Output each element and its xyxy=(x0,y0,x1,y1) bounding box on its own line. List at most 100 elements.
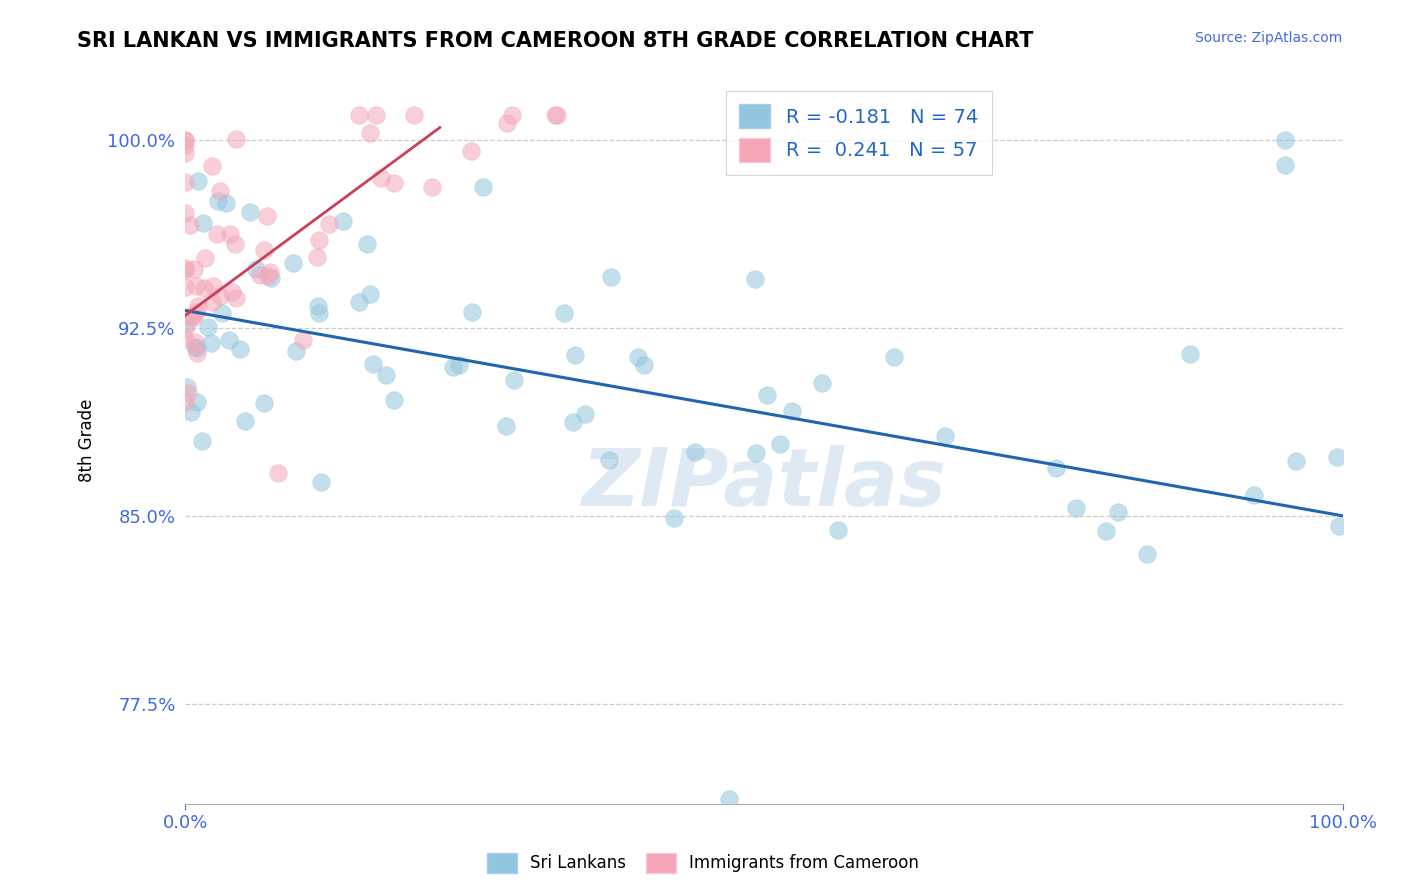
Point xyxy=(460,144,482,158)
Point xyxy=(267,467,290,481)
Point xyxy=(179,219,201,233)
Point xyxy=(361,358,384,372)
Point xyxy=(253,243,276,257)
Point xyxy=(744,446,766,460)
Point xyxy=(780,403,803,417)
Point xyxy=(281,256,304,270)
Point xyxy=(472,180,495,194)
Point xyxy=(1136,547,1159,561)
Point xyxy=(193,281,215,295)
Legend: R = -0.181   N = 74, R =  0.241   N = 57: R = -0.181 N = 74, R = 0.241 N = 57 xyxy=(725,91,991,175)
Point xyxy=(174,280,197,294)
Point xyxy=(685,444,707,458)
Point xyxy=(201,295,224,310)
Point xyxy=(349,108,371,122)
Point xyxy=(768,437,790,451)
Point xyxy=(186,279,208,293)
Point xyxy=(191,216,214,230)
Point xyxy=(1180,347,1202,361)
Point xyxy=(186,305,208,319)
Point xyxy=(598,453,620,467)
Point xyxy=(546,108,568,122)
Point xyxy=(382,392,405,407)
Point xyxy=(174,133,197,147)
Point xyxy=(197,320,219,334)
Point xyxy=(564,348,586,362)
Point xyxy=(633,359,655,373)
Point xyxy=(811,376,834,390)
Point xyxy=(194,251,217,265)
Point xyxy=(502,373,524,387)
Point xyxy=(356,236,378,251)
Legend: Sri Lankans, Immigrants from Cameroon: Sri Lankans, Immigrants from Cameroon xyxy=(479,847,927,880)
Point xyxy=(174,261,197,276)
Point xyxy=(382,177,405,191)
Point xyxy=(461,305,484,319)
Point xyxy=(755,387,778,401)
Point xyxy=(285,343,308,358)
Text: ZIPatlas: ZIPatlas xyxy=(582,445,946,524)
Point xyxy=(562,415,585,429)
Point xyxy=(359,126,381,140)
Point xyxy=(225,292,247,306)
Point xyxy=(574,407,596,421)
Point xyxy=(307,299,329,313)
Point xyxy=(1274,158,1296,172)
Point xyxy=(718,792,741,806)
Point xyxy=(181,309,204,323)
Point xyxy=(191,434,214,448)
Point xyxy=(253,396,276,410)
Point xyxy=(1274,133,1296,147)
Point xyxy=(370,171,392,186)
Point xyxy=(305,250,328,264)
Point xyxy=(174,145,197,160)
Point xyxy=(239,204,262,219)
Point xyxy=(934,428,956,442)
Point xyxy=(375,368,398,383)
Point xyxy=(235,414,257,428)
Point xyxy=(309,475,332,489)
Point xyxy=(359,287,381,301)
Point xyxy=(495,116,517,130)
Point xyxy=(174,322,197,336)
Point xyxy=(176,380,198,394)
Text: SRI LANKAN VS IMMIGRANTS FROM CAMEROON 8TH GRADE CORRELATION CHART: SRI LANKAN VS IMMIGRANTS FROM CAMEROON 8… xyxy=(77,31,1033,51)
Point xyxy=(224,236,246,251)
Point xyxy=(1107,505,1129,519)
Point xyxy=(209,185,232,199)
Point xyxy=(183,262,205,277)
Point xyxy=(441,360,464,375)
Point xyxy=(200,159,222,173)
Point xyxy=(259,265,281,279)
Point xyxy=(174,206,197,220)
Point xyxy=(177,386,200,401)
Point xyxy=(318,217,340,231)
Point xyxy=(180,405,202,419)
Point xyxy=(259,271,281,285)
Point xyxy=(249,268,271,283)
Point xyxy=(256,209,278,223)
Point xyxy=(174,133,197,147)
Point xyxy=(1326,450,1348,464)
Point xyxy=(1064,500,1087,515)
Point xyxy=(183,334,205,349)
Text: Source: ZipAtlas.com: Source: ZipAtlas.com xyxy=(1195,31,1343,45)
Point xyxy=(744,272,766,286)
Point xyxy=(308,305,330,319)
Point xyxy=(219,227,242,241)
Point xyxy=(1243,488,1265,502)
Point xyxy=(257,268,280,283)
Point xyxy=(1045,461,1067,475)
Point xyxy=(827,523,849,537)
Point xyxy=(332,214,354,228)
Point xyxy=(186,394,208,409)
Point xyxy=(501,108,523,122)
Point xyxy=(627,350,650,364)
Point xyxy=(174,332,197,346)
Point xyxy=(202,279,225,293)
Point xyxy=(364,108,387,122)
Point xyxy=(1327,519,1350,533)
Point xyxy=(883,350,905,364)
Y-axis label: 8th Grade: 8th Grade xyxy=(79,399,96,483)
Point xyxy=(208,289,231,303)
